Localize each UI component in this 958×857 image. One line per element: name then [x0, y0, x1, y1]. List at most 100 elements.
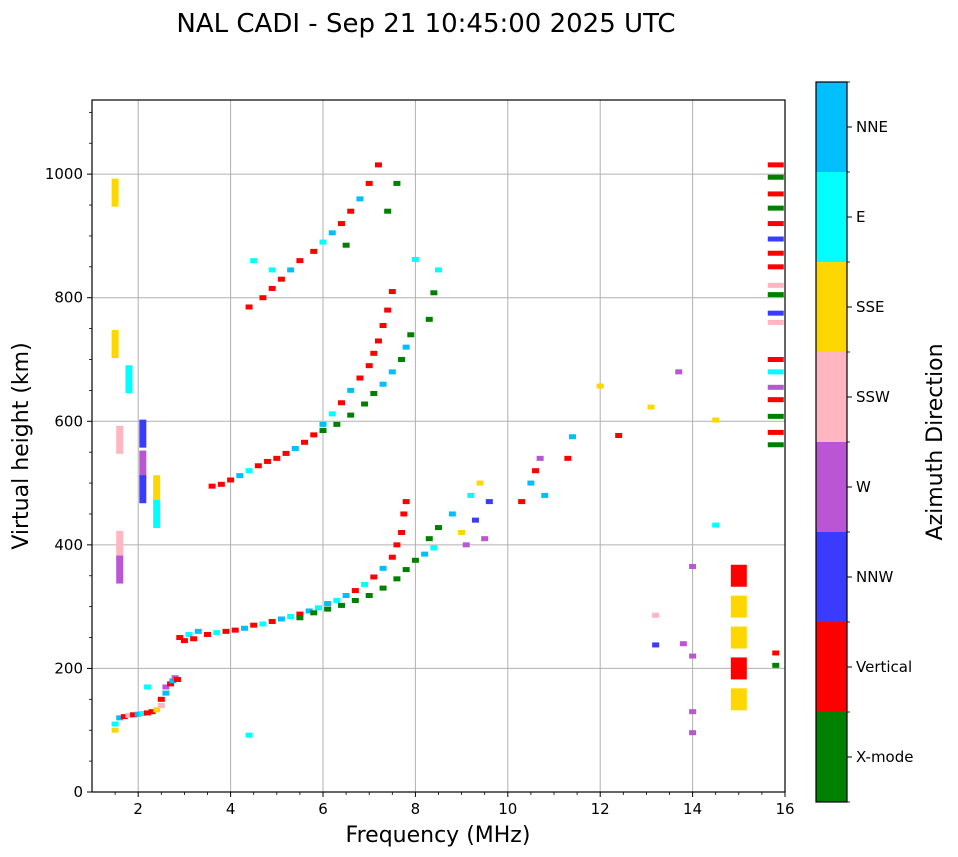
echo-point	[310, 432, 318, 438]
echo-point	[259, 621, 267, 627]
echo-point	[254, 463, 262, 469]
y-tick-label: 0	[73, 783, 83, 801]
x-tick-label: 6	[318, 800, 328, 818]
echo-point	[361, 581, 369, 587]
echo-point	[370, 350, 378, 356]
colorbar-frame	[815, 81, 848, 803]
chart-title: NAL CADI - Sep 21 10:45:00 2025 UTC	[176, 9, 675, 39]
echo-point	[204, 631, 211, 637]
echo-point	[402, 344, 410, 350]
echo-point	[143, 684, 151, 690]
echo-point	[402, 499, 410, 505]
echo-point	[208, 483, 216, 489]
echo-point	[467, 492, 475, 498]
echo-point	[679, 641, 687, 647]
echo-point	[402, 567, 410, 573]
echo-point	[173, 677, 181, 683]
plot-area: 2 4 6 8 10 12 14 16 0 200 400 600 800 1000	[45, 99, 795, 818]
echo-point	[393, 180, 401, 186]
echo-point	[153, 707, 161, 713]
echo-point	[767, 310, 784, 316]
echo-point	[268, 285, 276, 291]
echo-point	[689, 730, 697, 736]
echo-point	[365, 363, 373, 369]
echo-point	[116, 530, 124, 559]
echo-point	[296, 611, 304, 617]
echo-point	[116, 555, 124, 584]
y-tick-label: 200	[54, 659, 83, 677]
x-axis-ticks: 2 4 6 8 10 12 14 16	[114, 792, 795, 818]
echo-point	[471, 517, 479, 523]
echo-point	[448, 511, 456, 517]
echo-point	[652, 612, 660, 618]
echo-point	[157, 703, 165, 708]
echo-point	[324, 601, 332, 607]
x-tick-label: 10	[498, 800, 517, 818]
echo-point	[333, 421, 341, 427]
echo-point	[379, 323, 387, 329]
echo-point	[772, 662, 780, 668]
echo-point	[388, 289, 396, 295]
x-tick-label: 4	[226, 800, 236, 818]
echo-point	[689, 653, 697, 659]
echo-point	[400, 511, 408, 517]
echo-point	[730, 688, 747, 711]
echo-point	[689, 709, 697, 715]
echo-point	[268, 267, 276, 273]
echo-point	[388, 369, 396, 375]
echo-point	[264, 458, 272, 464]
echo-point	[310, 248, 318, 254]
colorbar-segment	[816, 82, 847, 172]
echo-point	[333, 597, 341, 603]
echo-point	[425, 536, 433, 542]
echo-point	[277, 276, 285, 282]
echo-point	[772, 650, 780, 656]
colorbar-segment	[816, 712, 847, 802]
echo-point	[458, 530, 466, 535]
echo-point	[411, 256, 419, 262]
y-tick-label: 1000	[45, 165, 83, 183]
echo-point	[370, 574, 378, 580]
x-tick-label: 12	[591, 800, 610, 818]
echo-point	[169, 678, 177, 684]
echo-point	[120, 714, 128, 720]
echo-point	[190, 636, 198, 642]
echo-point	[328, 230, 336, 236]
echo-point	[481, 536, 489, 542]
echo-point	[176, 635, 184, 641]
colorbar-segment	[816, 262, 847, 352]
echo-point	[287, 614, 295, 620]
echo-point	[730, 657, 747, 680]
echo-point	[185, 631, 193, 637]
echo-point	[393, 542, 401, 548]
echo-point	[568, 434, 576, 440]
series-high-frequency-echoes	[596, 369, 780, 736]
echo-point	[337, 400, 345, 406]
echo-point	[421, 551, 429, 557]
colorbar-segment	[816, 532, 847, 622]
echo-point	[425, 316, 433, 322]
echo-point	[139, 475, 147, 504]
echo-point	[282, 450, 290, 456]
echo-point	[536, 455, 544, 461]
echo-point	[342, 593, 350, 599]
echo-point	[250, 258, 258, 264]
echo-point	[301, 439, 309, 445]
echo-point	[767, 413, 784, 419]
x-tick-label: 14	[683, 800, 702, 818]
echo-point	[213, 630, 221, 636]
echo-point	[351, 597, 359, 603]
series-oblique-echoes-8-5-11-mhz	[448, 434, 576, 548]
series-f-region-o-trace	[176, 499, 410, 644]
colorbar-category-label: SSW	[856, 388, 890, 406]
echo-point	[430, 545, 438, 551]
echo-point	[647, 404, 655, 410]
echo-point	[767, 205, 784, 211]
echo-point	[767, 384, 784, 390]
echo-point	[157, 696, 165, 702]
echo-point	[596, 383, 604, 389]
echo-point	[347, 208, 355, 214]
x-tick-label: 8	[411, 800, 421, 818]
echo-point	[462, 542, 470, 548]
